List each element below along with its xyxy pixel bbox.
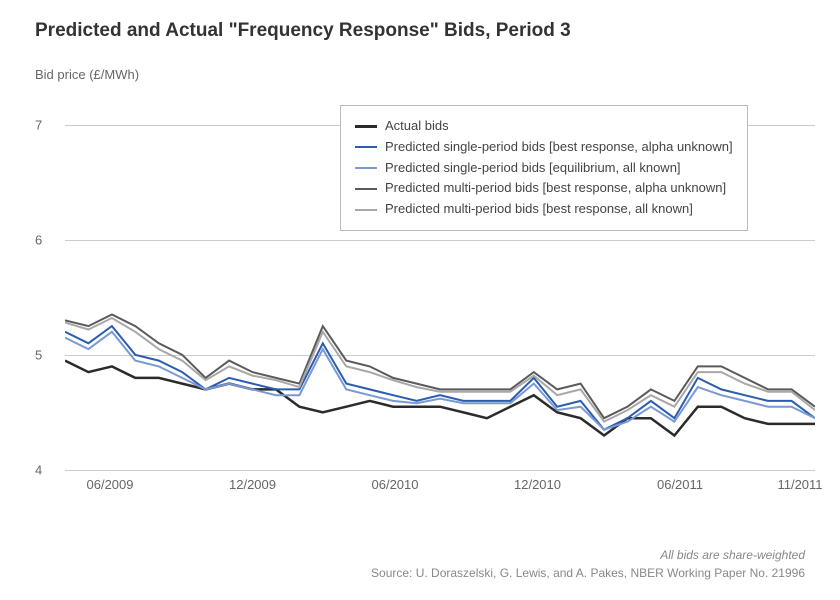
series-line <box>65 315 815 419</box>
plot-area: 4567 Actual bidsPredicted single-period … <box>35 90 815 470</box>
x-tick-label: 12/2009 <box>229 477 276 492</box>
chart-container: Predicted and Actual "Frequency Response… <box>0 0 840 600</box>
legend-swatch <box>355 209 377 211</box>
legend-swatch <box>355 146 377 148</box>
y-tick-label: 6 <box>35 232 42 247</box>
legend-item: Predicted single-period bids [equilibriu… <box>355 158 733 179</box>
footer-note: All bids are share-weighted <box>371 546 805 564</box>
legend: Actual bidsPredicted single-period bids … <box>340 105 748 231</box>
y-axis-label: Bid price (£/MWh) <box>35 67 810 82</box>
legend-label: Predicted multi-period bids [best respon… <box>385 178 726 199</box>
x-tick-label: 12/2010 <box>514 477 561 492</box>
y-tick-label: 4 <box>35 463 42 478</box>
legend-label: Predicted single-period bids [best respo… <box>385 137 733 158</box>
legend-item: Predicted single-period bids [best respo… <box>355 137 733 158</box>
x-tick-label: 11/2011 <box>777 477 822 492</box>
legend-item: Actual bids <box>355 116 733 137</box>
x-tick-label: 06/2011 <box>657 477 703 492</box>
legend-label: Predicted multi-period bids [best respon… <box>385 199 693 220</box>
y-tick-label: 5 <box>35 347 42 362</box>
footer-source: Source: U. Doraszelski, G. Lewis, and A.… <box>371 564 805 582</box>
legend-label: Actual bids <box>385 116 449 137</box>
x-tick-label: 06/2010 <box>372 477 419 492</box>
legend-swatch <box>355 188 377 190</box>
chart-title: Predicted and Actual "Frequency Response… <box>35 20 810 42</box>
chart-footer: All bids are share-weighted Source: U. D… <box>371 546 805 582</box>
x-tick-label: 06/2009 <box>87 477 134 492</box>
legend-item: Predicted multi-period bids [best respon… <box>355 178 733 199</box>
legend-label: Predicted single-period bids [equilibriu… <box>385 158 681 179</box>
legend-swatch <box>355 167 377 169</box>
grid-line <box>65 470 815 471</box>
series-line <box>65 326 815 430</box>
legend-item: Predicted multi-period bids [best respon… <box>355 199 733 220</box>
legend-swatch <box>355 125 377 128</box>
y-tick-label: 7 <box>35 117 42 132</box>
